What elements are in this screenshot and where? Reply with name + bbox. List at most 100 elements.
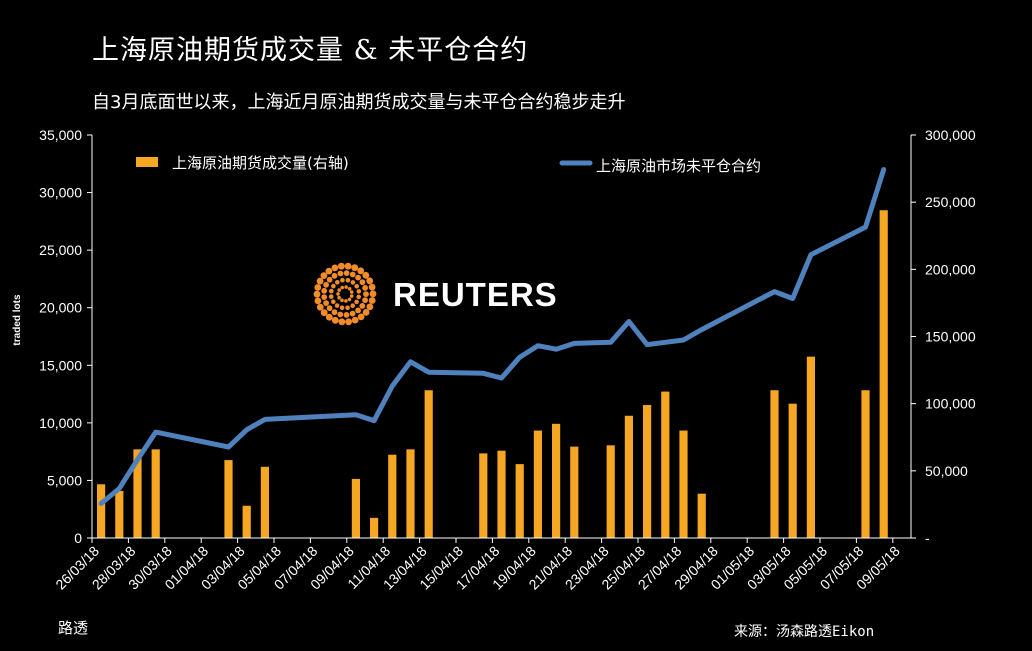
volume-bar xyxy=(624,415,633,538)
logo-dot xyxy=(329,288,334,294)
logo-dot xyxy=(323,281,329,288)
logo-dot xyxy=(320,272,328,279)
source-text: 来源：汤森路透Eikon xyxy=(734,624,875,640)
logo-dot xyxy=(368,283,376,291)
logo-dot xyxy=(350,303,356,309)
left-tick-label: 15,000 xyxy=(39,357,82,373)
volume-bar xyxy=(533,430,542,538)
legend-bar-label: 上海原油期货成交量(右轴) xyxy=(172,154,349,172)
logo-dot xyxy=(359,303,366,309)
left-tick-label: 20,000 xyxy=(39,300,82,316)
logo-dot xyxy=(336,292,340,296)
logo-dot xyxy=(349,290,354,294)
logo-dot xyxy=(316,303,324,311)
volume-bar xyxy=(424,390,433,538)
volume-bar xyxy=(770,390,779,538)
logo-dot xyxy=(356,294,362,300)
logo-dot xyxy=(314,284,322,291)
credit-text: 路透 xyxy=(58,619,89,637)
logo-dot xyxy=(362,271,370,279)
volume-bar xyxy=(679,430,688,538)
logo-dot xyxy=(362,285,368,291)
logo-dot xyxy=(344,285,348,289)
volume-bar xyxy=(151,449,160,538)
logo-dot xyxy=(313,290,321,298)
legend-line-label: 上海原油市场未平仓合约 xyxy=(596,157,761,175)
right-tick-label: 100,000 xyxy=(925,396,976,412)
open-interest-line xyxy=(98,167,887,506)
logo-dot xyxy=(331,299,336,305)
logo-dot xyxy=(363,291,369,297)
logo-dot xyxy=(344,262,352,270)
logo-dot xyxy=(331,283,336,289)
logo-dot xyxy=(331,272,338,279)
logo-dot xyxy=(347,287,352,291)
chart-title: 上海原油期货成交量 & 未平仓合约 xyxy=(92,35,529,66)
logo-dot xyxy=(355,274,361,281)
volume-bar xyxy=(570,446,579,538)
right-tick-label: 250,000 xyxy=(925,194,976,210)
logo-dot xyxy=(345,305,350,311)
logo-dot xyxy=(345,278,351,283)
logo-dot xyxy=(326,305,333,312)
open-interest-line-group xyxy=(98,167,887,506)
logo-dot xyxy=(343,270,350,276)
left-tick-label: 10,000 xyxy=(39,415,82,431)
logo-dot xyxy=(345,318,352,326)
logo-dot xyxy=(331,264,339,272)
volume-bar xyxy=(552,423,561,538)
logo-dot xyxy=(338,262,345,270)
logo-dot xyxy=(340,285,345,290)
volume-bar xyxy=(515,464,524,538)
y-axis-title: traded lots xyxy=(12,294,23,346)
volume-bars xyxy=(97,210,888,538)
logo-dot xyxy=(366,277,374,285)
volume-bar xyxy=(861,390,870,538)
logo-dot xyxy=(362,309,370,316)
logo-dot xyxy=(337,311,344,318)
volume-bar xyxy=(806,356,815,538)
volume-bar xyxy=(643,405,652,538)
left-tick-label: 30,000 xyxy=(39,185,82,201)
left-tick-label: 25,000 xyxy=(39,242,82,258)
volume-bar xyxy=(406,449,415,538)
logo-dot xyxy=(314,297,322,305)
volume-bar xyxy=(606,445,615,538)
logo-dot xyxy=(357,313,365,321)
logo-dot xyxy=(343,312,350,318)
logo-dot xyxy=(344,299,348,303)
volume-bar xyxy=(370,517,379,538)
logo-dot xyxy=(316,277,324,285)
right-tick-label: 300,000 xyxy=(925,127,976,143)
logo-dot xyxy=(359,279,366,286)
volume-bar xyxy=(697,493,706,538)
logo-dot xyxy=(335,280,340,285)
volume-bar xyxy=(879,210,888,538)
logo-dot xyxy=(369,290,377,298)
right-tick-label: 200,000 xyxy=(925,261,976,277)
volume-bar xyxy=(242,505,251,538)
logo-dot xyxy=(320,309,328,317)
volume-bar xyxy=(224,460,233,538)
logo-wordmark: REUTERS xyxy=(393,276,558,313)
logo-dot xyxy=(337,295,341,300)
logo-dot xyxy=(356,289,362,294)
logo-dot xyxy=(349,271,356,278)
logo-dot xyxy=(323,300,329,306)
logo-dot xyxy=(334,303,340,308)
left-tick-label: 5,000 xyxy=(47,472,82,488)
volume-bar xyxy=(661,391,670,538)
logo-dot xyxy=(351,264,359,272)
logo-dot xyxy=(366,303,374,311)
right-tick-label: 50,000 xyxy=(925,463,968,479)
logo-dot xyxy=(355,307,361,314)
logo-dot xyxy=(357,267,365,275)
left-tick-label: 35,000 xyxy=(39,127,82,143)
volume-bar xyxy=(788,403,797,538)
volume-bar xyxy=(97,484,106,538)
volume-bar xyxy=(479,453,488,538)
logo-dot xyxy=(351,316,359,324)
volume-bar xyxy=(497,450,506,538)
logo-dot xyxy=(331,316,339,324)
